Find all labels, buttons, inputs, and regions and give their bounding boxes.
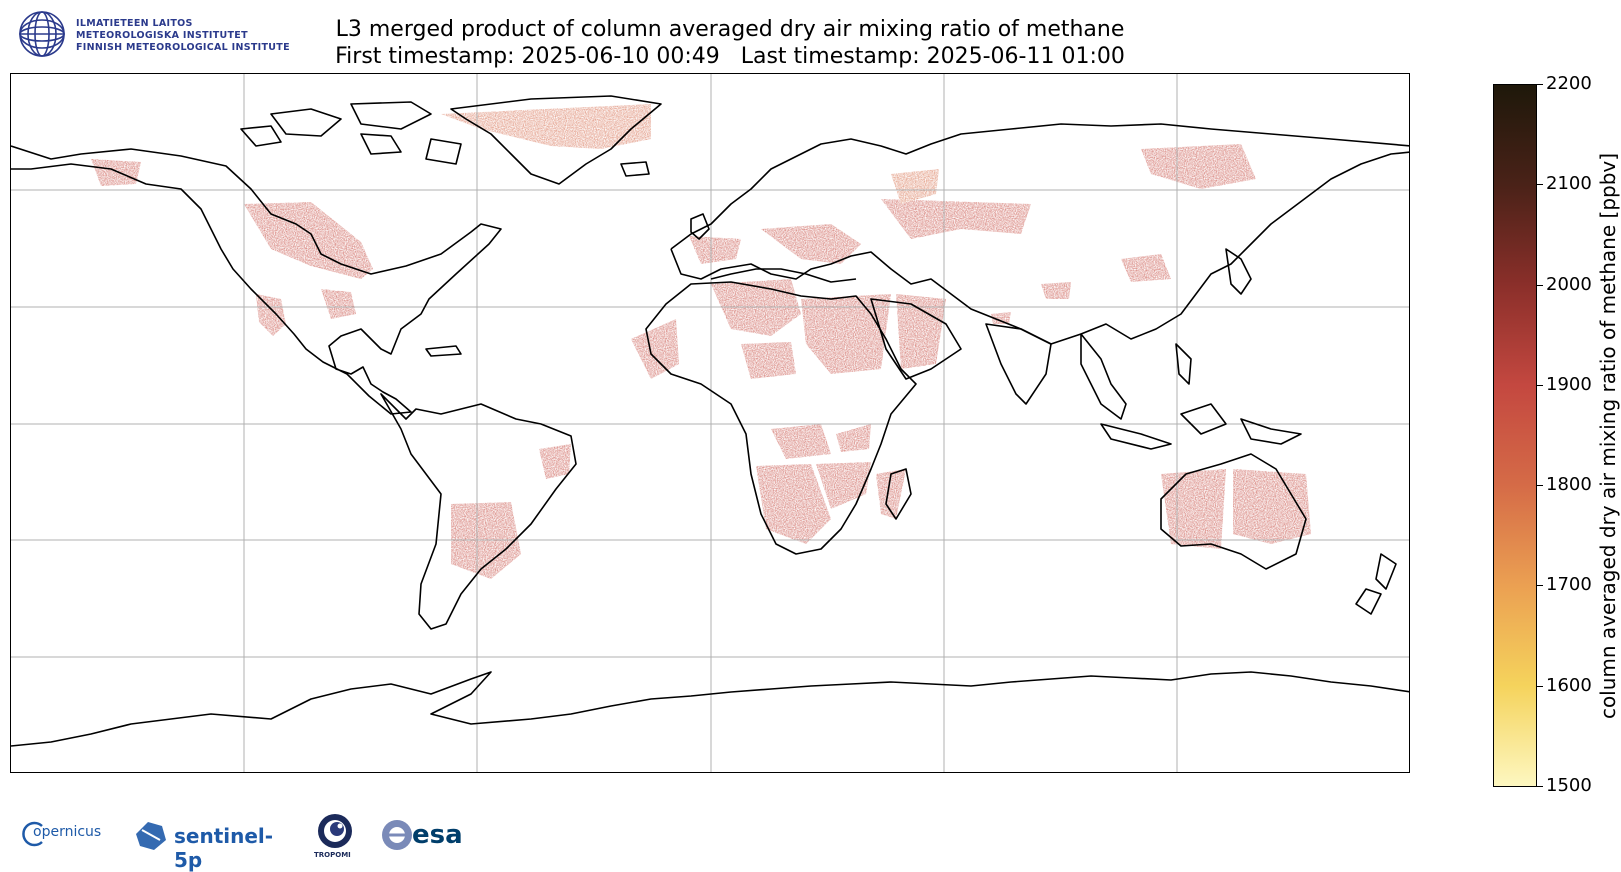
colorbar-tick-label: 1800 (1546, 474, 1592, 496)
copernicus-logo: opernicus (20, 820, 110, 850)
coastlines (11, 95, 1409, 747)
esa-text: esa (412, 820, 463, 850)
title-line1: L3 merged product of column averaged dry… (335, 17, 1125, 42)
colorbar-tick-label: 1900 (1546, 373, 1592, 395)
colorbar-tick-label: 2100 (1546, 173, 1592, 195)
colorbar-tick-mark (1537, 786, 1543, 787)
tropomi-text: TROPOMI (314, 851, 351, 859)
sentinel-text: sentinel-5p (174, 824, 274, 872)
colorbar-tick-mark (1537, 284, 1543, 286)
colorbar-tick-mark (1537, 685, 1543, 687)
colorbar-tick-mark (1537, 585, 1543, 587)
esa-logo: esa (380, 818, 490, 858)
figure-title: L3 merged product of column averaged dry… (300, 16, 1160, 70)
copernicus-icon (22, 821, 43, 847)
colorbar (1493, 84, 1537, 787)
world-map (11, 74, 1409, 772)
colorbar-tick-mark (1537, 184, 1543, 186)
colorbar-tick-label: 2200 (1546, 73, 1592, 94)
colorbar-tick-mark (1537, 84, 1543, 85)
methane-data-layer (91, 104, 1311, 579)
colorbar-tick-mark (1537, 485, 1543, 487)
fmi-logo: ILMATIETEEN LAITOS METEOROLOGISKA INSTIT… (18, 10, 318, 62)
colorbar-tick-label: 1700 (1546, 574, 1592, 596)
colorbar-tick-label: 1600 (1546, 674, 1592, 696)
fmi-emblem-icon (19, 11, 65, 57)
sentinel-satellite-icon (136, 822, 166, 850)
map-panel (10, 73, 1410, 773)
colorbar-tick-label: 2000 (1546, 273, 1592, 295)
gridlines (11, 74, 1409, 772)
fmi-name-block: ILMATIETEEN LAITOS METEOROLOGISKA INSTIT… (76, 18, 290, 54)
footer-logos: opernicus sentinel-5p TROPOMI esa (20, 812, 500, 872)
sentinel-logo: sentinel-5p (132, 814, 292, 872)
title-line2: First timestamp: 2025-06-10 00:49 Last t… (335, 44, 1125, 69)
fmi-name-sv: METEOROLOGISKA INSTITUTET (76, 30, 248, 41)
tropomi-eye-icon (318, 814, 352, 848)
tropomi-logo: TROPOMI (314, 812, 358, 862)
colorbar-tick-mark (1537, 384, 1543, 386)
colorbar-tick-label: 1500 (1546, 775, 1592, 796)
colorbar-label: column averaged dry air mixing ratio of … (1596, 152, 1620, 720)
esa-icon (382, 820, 412, 850)
fmi-name-en: FINNISH METEOROLOGICAL INSTITUTE (76, 42, 290, 53)
fmi-name-fi: ILMATIETEEN LAITOS (76, 18, 193, 29)
copernicus-text: opernicus (33, 824, 102, 840)
